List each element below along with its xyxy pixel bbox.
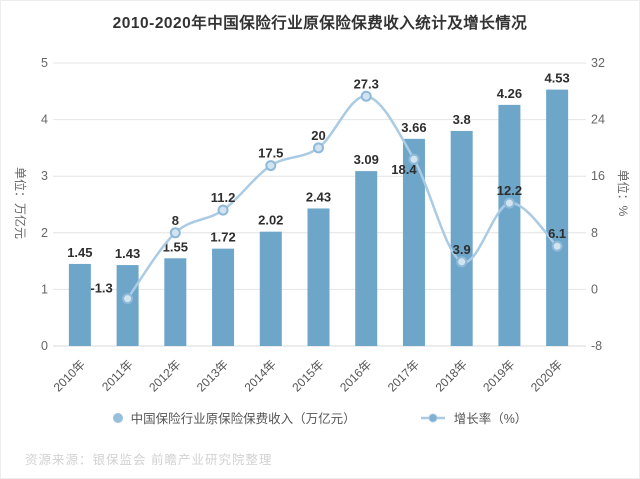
- bar-value-label: 1.55: [163, 239, 188, 254]
- y-left-tick-label: 0: [41, 339, 48, 353]
- line-marker-2013年[interactable]: [217, 204, 229, 216]
- y-right-tick-label: 24: [591, 113, 605, 127]
- x-tick-label-2016年: 2016年: [337, 357, 374, 394]
- bar-value-label: 4.53: [544, 71, 569, 86]
- bar-2015年[interactable]: [307, 208, 330, 346]
- y-left-tick-label: 3: [41, 169, 48, 183]
- line-marker-2017年[interactable]: [408, 153, 420, 165]
- bar-value-label: 1.43: [115, 246, 140, 261]
- growth-rate-line: [126, 95, 559, 300]
- line-marker-2018年[interactable]: [456, 256, 468, 268]
- bar-2013年[interactable]: [212, 248, 235, 346]
- bar-2019年[interactable]: [498, 104, 521, 346]
- y-right-tick-label: 16: [591, 169, 605, 183]
- line-value-label: 11.2: [211, 190, 236, 205]
- line-value-label: 12.2: [497, 183, 522, 198]
- bar-value-label: 3.66: [401, 120, 426, 135]
- bar-2011年[interactable]: [116, 265, 139, 346]
- source-note: 资源来源：银保监会 前瞻产业研究院整理: [25, 453, 273, 467]
- y-right-tick-label: -8: [591, 339, 602, 353]
- bar-value-label: 2.02: [258, 213, 283, 228]
- legend-item-premium[interactable]: 中国保险行业原保险保费收入（万亿元）: [112, 408, 356, 427]
- line-value-label: 27.3: [354, 76, 379, 91]
- x-tick-label-2020年: 2020年: [528, 357, 565, 394]
- x-tick-label-2018年: 2018年: [433, 357, 470, 394]
- legend-line-label: 增长率（%）: [453, 412, 528, 426]
- y-right-tick-label: 32: [591, 56, 605, 70]
- bar-value-label: 1.45: [67, 245, 92, 260]
- y-right-axis-title: 单位：%: [616, 170, 631, 217]
- line-value-label: 8: [172, 213, 179, 228]
- bar-value-label: 3.8: [453, 112, 471, 127]
- line-marker-2019年[interactable]: [503, 197, 515, 209]
- line-value-label: 18.4: [391, 162, 417, 177]
- line-value-label: 3.9: [453, 242, 471, 257]
- line-marker-2016年[interactable]: [360, 90, 372, 102]
- x-tick-label-2017年: 2017年: [385, 357, 422, 394]
- x-tick-label-2011年: 2011年: [99, 357, 136, 394]
- chart-title: 2010-2020年中国保险行业原保险保费收入统计及增长情况: [112, 15, 528, 32]
- line-value-label: 17.5: [258, 146, 283, 161]
- line-marker-2015年[interactable]: [313, 142, 324, 154]
- y-left-tick-label: 5: [41, 56, 48, 70]
- y-left-tick-label: 2: [41, 226, 48, 240]
- y-left-tick-label: 1: [41, 282, 48, 296]
- x-tick-label-2019年: 2019年: [480, 357, 517, 394]
- bar-value-label: 3.09: [354, 152, 379, 167]
- bar-2017年[interactable]: [402, 138, 425, 346]
- x-tick-label-2015年: 2015年: [289, 357, 326, 394]
- line-marker-2012年[interactable]: [169, 227, 181, 239]
- y-right-tick-label: 8: [591, 226, 598, 240]
- line-marker-2011年[interactable]: [122, 293, 134, 305]
- bar-2018年[interactable]: [450, 130, 473, 346]
- bar-2014年[interactable]: [259, 231, 282, 346]
- bar-2020年[interactable]: [546, 89, 569, 347]
- line-value-label: -1.3: [90, 281, 112, 296]
- legend-bar-label: 中国保险行业原保险保费收入（万亿元）: [130, 412, 356, 426]
- x-tick-label-2010年: 2010年: [51, 357, 88, 394]
- bar-value-label: 1.72: [210, 230, 235, 245]
- legend: 中国保险行业原保险保费收入（万亿元） 增长率（%）: [1, 408, 639, 427]
- legend-line-glyph: [428, 413, 438, 422]
- bar-2016年[interactable]: [355, 171, 378, 346]
- line-series-legend-icon: [420, 413, 445, 422]
- x-tick-label-2013年: 2013年: [194, 357, 231, 394]
- y-right-tick-label: 0: [591, 282, 598, 296]
- line-value-label: 20: [311, 128, 325, 143]
- bar-series-legend-icon: [112, 412, 123, 423]
- bar-2012年[interactable]: [164, 258, 187, 346]
- line-marker-2014年[interactable]: [265, 160, 277, 172]
- x-tick-label-2012年: 2012年: [146, 357, 183, 394]
- line-value-label: 6.1: [548, 226, 566, 241]
- bar-value-label: 2.43: [306, 189, 331, 204]
- bar-value-label: 4.26: [497, 86, 522, 101]
- y-left-axis-title: 单位：万亿元: [13, 167, 28, 239]
- x-tick-label-2014年: 2014年: [242, 357, 279, 394]
- y-left-tick-label: 4: [41, 113, 48, 127]
- bar-2010年[interactable]: [68, 263, 91, 346]
- line-marker-2020年[interactable]: [551, 240, 563, 252]
- legend-item-growth[interactable]: 增长率（%）: [420, 408, 528, 427]
